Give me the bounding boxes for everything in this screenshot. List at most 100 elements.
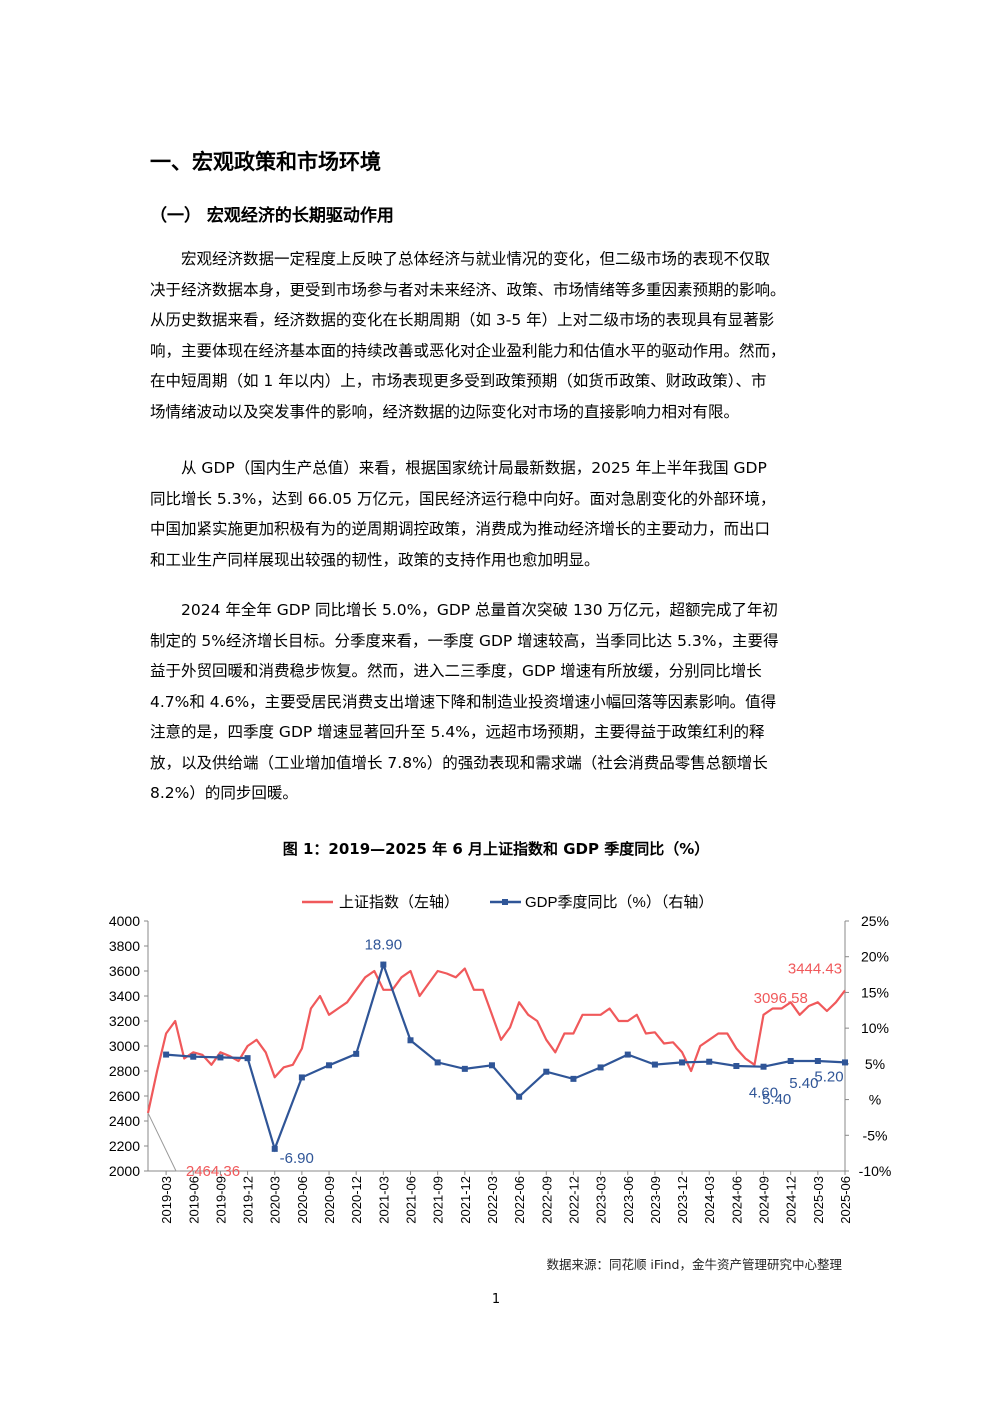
source-note: 数据来源：同花顺 iFind，金牛资产管理研究中心整理 [546, 1257, 842, 1272]
paragraph-line: 制定的 5%经济增长目标。分季度来看，一季度 GDP 增速较高，当季同比达 5.… [150, 631, 779, 650]
right-axis-label: 10% [861, 1020, 889, 1036]
paragraph-line: 宏观经济数据一定程度上反映了总体经济与就业情况的变化，但二级市场的表现不仅取 [181, 250, 771, 268]
paragraph-line: 从历史数据来看，经济数据的变化在长期周期（如 3-5 年）上对二级市场的表现具有… [150, 311, 775, 329]
left-axis-label: 2600 [109, 1088, 140, 1104]
gdp-point [516, 1093, 523, 1100]
paragraph-line: 在中短周期（如 1 年以内）上，市场表现更多受到政策预期（如货币政策、财政政策）… [150, 372, 767, 390]
gdp-point [814, 1058, 821, 1064]
gdp-point [298, 1074, 305, 1081]
left-axis-label: 3800 [109, 938, 140, 954]
paragraph-line: 注意的是，四季度 GDP 增速显著回升至 5.4%，远超市场预期，主要得益于政策… [150, 723, 765, 741]
left-axis-label: 3000 [109, 1038, 140, 1054]
gdp-point [597, 1064, 604, 1071]
gdp-data-label: 5.40 [789, 1075, 818, 1092]
subsection-heading: （一） 宏观经济的长期驱动作用 [150, 206, 394, 226]
paragraph-line: 和工业生产同样展现出较强的韧性，政策的支持作用也愈加明显。 [150, 550, 600, 569]
gdp-point [543, 1068, 550, 1075]
gdp-point [787, 1058, 794, 1064]
gdp-point [760, 1063, 767, 1070]
gdp-point [163, 1051, 170, 1058]
gdp-data-label: 18.90 [365, 937, 403, 954]
right-axis-label: 20% [861, 949, 889, 965]
gdp-point [624, 1051, 631, 1058]
right-axis-label: -10% [859, 1163, 892, 1179]
paragraph-line: 4.7%和 4.6%，主要受居民消费支出增速下降和制造业投资增速小幅回落等因素影… [150, 692, 777, 711]
paragraph-2: 从 GDP（国内生产总值）来看，根据国家统计局最新数据，2025 年上半年我国 … [150, 453, 842, 575]
x-axis-label: 2024-09 [757, 1176, 772, 1224]
paragraph-line: 2024 年全年 GDP 同比增长 5.0%，GDP 总量首次突破 130 万亿… [181, 601, 778, 619]
x-axis-label: 2022-06 [512, 1176, 527, 1224]
legend-gdp-label: GDP季度同比（%）（右轴） [525, 894, 713, 911]
x-axis-label: 2022-12 [566, 1176, 581, 1224]
x-axis-label: 2024-06 [729, 1176, 744, 1224]
gdp-point [488, 1062, 495, 1069]
left-axis-label: 3600 [109, 963, 140, 979]
gdp-point [244, 1055, 251, 1062]
gdp-point [733, 1063, 740, 1069]
gdp-data-label: -6.90 [280, 1150, 314, 1167]
gdp-point [434, 1059, 441, 1066]
figure-title: 图 1：2019—2025 年 6 月上证指数和 GDP 季度同比（%） [282, 840, 710, 858]
paragraph-line: 从 GDP（国内生产总值）来看，根据国家统计局最新数据，2025 年上半年我国 … [181, 459, 767, 477]
gdp-point [217, 1054, 224, 1061]
paragraph-line: 益于外贸回暖和消费稳步恢复。然而，进入二三季度，GDP 增速有所放缓，分别同比增… [150, 662, 762, 680]
right-axis-label: % [869, 1092, 881, 1108]
paragraph-line: 中国加紧实施更加积极有为的逆周期调控政策，消费成为推动经济增长的主要动力，而出口 [150, 520, 771, 538]
x-axis-label: 2020-09 [322, 1176, 337, 1224]
right-axis-label: 25% [861, 913, 889, 929]
legend-index-label: 上证指数（左轴） [339, 894, 459, 911]
gdp-point [190, 1053, 197, 1060]
gdp-data-label: 5.40 [762, 1091, 791, 1108]
x-axis-label: 2023-09 [648, 1176, 663, 1224]
x-axis-label: 2020-03 [268, 1176, 283, 1224]
left-axis-label: 2400 [109, 1113, 140, 1129]
paragraph-line: 场情绪波动以及突发事件的影响，经济数据的边际变化对市场的直接影响力相对有限。 [150, 402, 740, 421]
gdp-point [353, 1050, 360, 1057]
x-axis-label: 2021-06 [404, 1176, 419, 1224]
index-data-label: 2464.36 [186, 1163, 240, 1180]
gdp-point [461, 1065, 468, 1072]
left-axis-label: 2000 [109, 1163, 140, 1179]
section-heading: 一、宏观政策和市场环境 [150, 150, 381, 174]
x-axis-label: 2023-03 [594, 1176, 609, 1224]
gdp-point [271, 1145, 278, 1152]
x-axis-label: 2019-06 [186, 1176, 201, 1224]
left-axis-label: 3200 [109, 1013, 140, 1029]
left-axis-label: 4000 [109, 913, 140, 929]
left-axis-label: 2200 [109, 1138, 140, 1154]
x-axis-label: 2024-12 [784, 1176, 799, 1224]
x-axis-label: 2021-09 [431, 1176, 446, 1224]
gdp-point [326, 1062, 333, 1069]
sse-gdp-chart: 2000 2200 2400 2600 2800 3000 3200 3400 3600 3800… [109, 894, 892, 1224]
x-axis-label: 2020-12 [349, 1176, 364, 1224]
paragraph-line: 8.2%）的同步回暖。 [150, 784, 298, 802]
x-axis-label: 2019-09 [213, 1176, 228, 1224]
gdp-point [407, 1037, 414, 1044]
paragraph-3: 2024 年全年 GDP 同比增长 5.0%，GDP 总量首次突破 130 万亿… [150, 595, 842, 809]
x-axis-label: 2024-03 [702, 1176, 717, 1224]
x-axis-label: 2022-03 [485, 1176, 500, 1224]
index-data-label: 3096.58 [754, 990, 808, 1007]
legend-gdp-marker [502, 899, 508, 905]
right-axis-label: 5% [865, 1056, 885, 1072]
paragraph-line: 同比增长 5.3%，达到 66.05 万亿元，国民经济运行稳中向好。面对急剧变化… [150, 489, 776, 508]
x-axis-label: 2023-06 [621, 1176, 636, 1224]
index-data-label: 3444.43 [788, 960, 842, 977]
left-axis-label: 2800 [109, 1063, 140, 1079]
sse-index-line [146, 967, 846, 1114]
gdp-line [166, 961, 846, 1153]
left-axis-label: 3400 [109, 988, 140, 1004]
x-axis-label: 2025-03 [811, 1176, 826, 1224]
gdp-point [679, 1059, 686, 1066]
gdp-point [842, 1059, 848, 1066]
x-axis-label: 2020-06 [295, 1176, 310, 1224]
x-axis-label: 2022-09 [539, 1176, 554, 1224]
page-number: 1 [491, 1292, 501, 1307]
x-axis-label: 2025-06 [838, 1176, 853, 1224]
gdp-point [380, 961, 387, 968]
paragraph-1: 宏观经济数据一定程度上反映了总体经济与就业情况的变化，但二级市场的表现不仅取 决… [150, 244, 842, 427]
x-axis-label: 2023-12 [675, 1176, 690, 1224]
leader-line [147, 1112, 180, 1172]
gdp-data-label: 4.60 [749, 1085, 778, 1102]
paragraph-line: 响，主要体现在经济基本面的持续改善或恶化对企业盈利能力和估值水平的驱动作用。然而… [150, 341, 786, 360]
